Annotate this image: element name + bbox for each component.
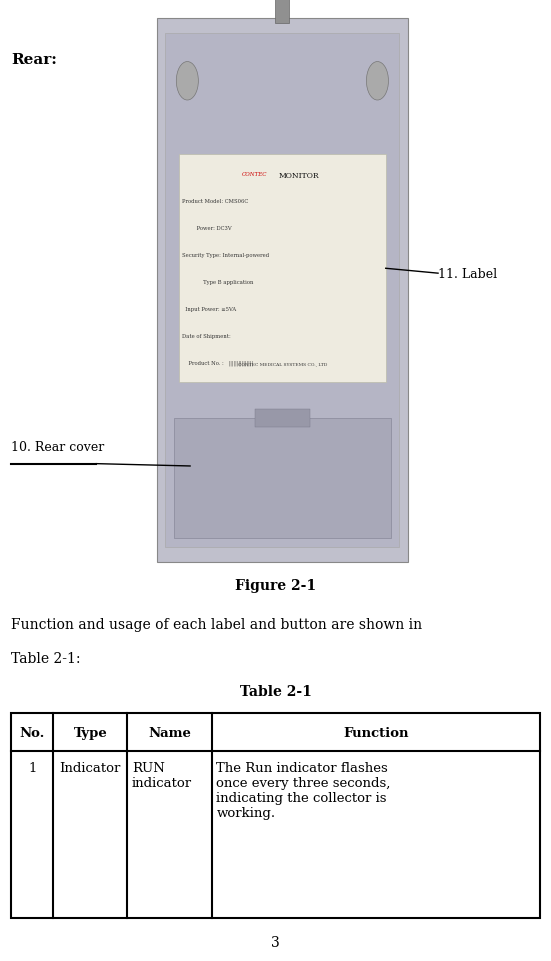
Text: The Run indicator flashes
once every three seconds,
indicating the collector is
: The Run indicator flashes once every thr… [217,761,391,819]
Text: Function: Function [343,726,409,739]
Circle shape [176,62,198,101]
Text: CONTEC MEDICAL SYSTEMS CO., LTD: CONTEC MEDICAL SYSTEMS CO., LTD [237,361,327,366]
Text: Input Power: ≥5VA: Input Power: ≥5VA [182,307,236,311]
Text: Date of Shipment:: Date of Shipment: [182,333,230,338]
Text: Table 2-1: Table 2-1 [240,684,311,699]
Text: CONTEC: CONTEC [242,172,268,177]
Circle shape [366,62,388,101]
Bar [157,19,408,562]
Text: 11. Label: 11. Label [438,267,497,281]
Text: MONITOR: MONITOR [279,172,319,181]
Text: Security Type: Internal-powered: Security Type: Internal-powered [182,253,269,258]
Text: 3: 3 [271,935,280,949]
Text: Indicator: Indicator [60,761,121,775]
Text: RUN
indicator: RUN indicator [132,761,192,789]
Bar [276,0,289,24]
Text: Product No. :   |||||||||||||||: Product No. : ||||||||||||||| [182,360,253,366]
Text: No.: No. [19,726,45,739]
Text: Power: DC3V: Power: DC3V [182,226,231,231]
Text: Figure 2-1: Figure 2-1 [235,579,316,593]
Text: Type: Type [73,726,107,739]
Text: Name: Name [148,726,191,739]
Bar [174,419,391,538]
Text: Function and usage of each label and button are shown in: Function and usage of each label and but… [11,617,422,631]
Bar [11,713,540,918]
Text: Rear:: Rear: [11,53,57,67]
Bar [255,410,310,428]
Bar [165,34,399,548]
Text: Product Model: CMS06C: Product Model: CMS06C [182,199,248,204]
Text: Table 2-1:: Table 2-1: [11,652,80,666]
Text: 1: 1 [28,761,36,775]
Text: Type B application: Type B application [182,280,253,284]
Bar [179,155,386,383]
Text: 10. Rear cover: 10. Rear cover [11,440,104,454]
